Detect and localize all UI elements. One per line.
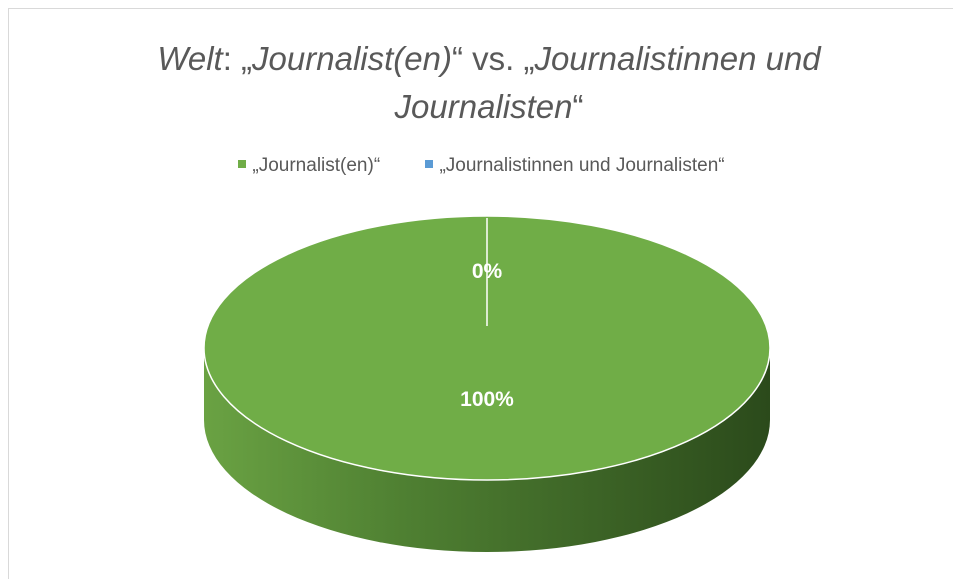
data-label-journalisten-long: 0% bbox=[472, 260, 503, 283]
legend-swatch-blue bbox=[425, 159, 434, 168]
title-part-welt: Welt bbox=[157, 40, 223, 77]
chart-title: Welt: „Journalist(en)“ vs. „Journalistin… bbox=[99, 35, 879, 131]
title-part-journalisten-short: Journalist(en) bbox=[252, 40, 452, 77]
legend-label: „Journalist(en)“ bbox=[252, 155, 381, 176]
legend-swatch-green bbox=[238, 159, 247, 168]
data-label-journalisten-short: 100% bbox=[460, 388, 514, 411]
pie-slice-journalisten-short bbox=[203, 215, 771, 481]
legend-label: „Journalistinnen und Journalisten“ bbox=[439, 155, 725, 176]
title-part-close-quote: “ bbox=[572, 88, 584, 125]
chart-area: Welt: „Journalist(en)“ vs. „Journalistin… bbox=[8, 8, 953, 579]
title-part-vs: “ vs. „ bbox=[451, 40, 535, 77]
legend-item-journalisten-short: „Journalist(en)“ bbox=[238, 155, 380, 177]
title-part-journalisten-long: Journalistinnen und Journalisten bbox=[394, 40, 821, 125]
legend-item-journalisten-long: „Journalistinnen und Journalisten“ bbox=[425, 155, 725, 177]
pie-plot: 100% 0% bbox=[203, 215, 771, 552]
pie-slice-side-journalisten-short bbox=[204, 348, 770, 552]
title-part-separator: : „ bbox=[222, 40, 253, 77]
chart-legend: „Journalist(en)“ „Journalistinnen und Jo… bbox=[9, 155, 953, 177]
